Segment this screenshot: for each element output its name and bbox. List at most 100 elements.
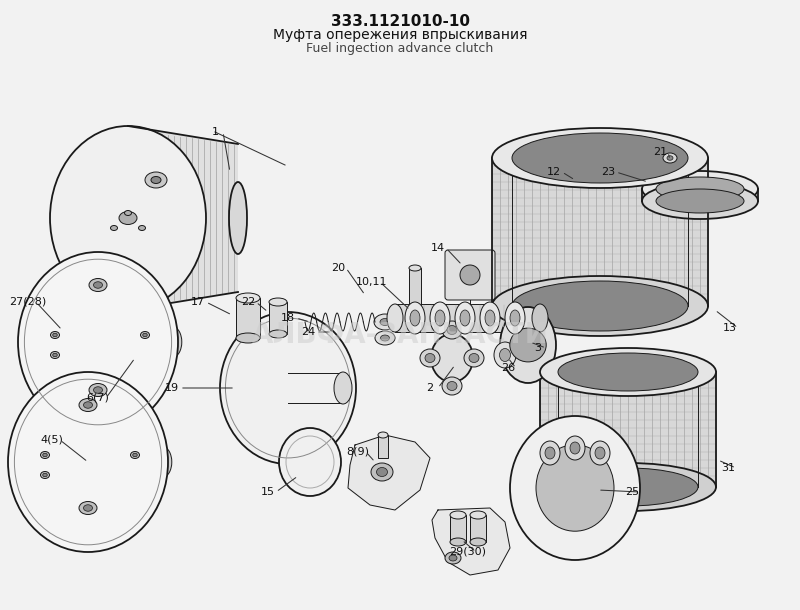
- Ellipse shape: [50, 331, 59, 339]
- Ellipse shape: [130, 451, 139, 459]
- Ellipse shape: [450, 511, 466, 519]
- Ellipse shape: [138, 226, 146, 231]
- Ellipse shape: [103, 265, 113, 271]
- Ellipse shape: [447, 326, 457, 334]
- Text: 14: 14: [431, 243, 445, 253]
- Ellipse shape: [425, 354, 435, 362]
- Polygon shape: [378, 435, 388, 458]
- Ellipse shape: [387, 304, 403, 332]
- Text: 21: 21: [653, 147, 667, 157]
- Text: 23: 23: [601, 167, 615, 177]
- Text: 20: 20: [331, 263, 345, 273]
- Ellipse shape: [145, 172, 167, 188]
- Ellipse shape: [8, 372, 168, 552]
- Ellipse shape: [570, 442, 580, 454]
- Ellipse shape: [381, 335, 390, 341]
- Ellipse shape: [53, 353, 58, 357]
- Ellipse shape: [450, 538, 466, 546]
- Ellipse shape: [469, 354, 479, 362]
- Polygon shape: [540, 372, 716, 487]
- Ellipse shape: [545, 447, 555, 459]
- Ellipse shape: [142, 333, 147, 337]
- Ellipse shape: [485, 310, 495, 326]
- Text: 1: 1: [211, 127, 218, 137]
- Ellipse shape: [83, 504, 93, 511]
- Ellipse shape: [470, 511, 486, 519]
- Ellipse shape: [110, 226, 118, 231]
- Ellipse shape: [449, 555, 457, 561]
- Ellipse shape: [269, 298, 287, 306]
- Ellipse shape: [505, 302, 525, 334]
- Text: 29(30): 29(30): [450, 547, 486, 557]
- Text: 27(28): 27(28): [10, 297, 46, 307]
- Ellipse shape: [375, 331, 395, 345]
- Ellipse shape: [151, 176, 161, 184]
- Ellipse shape: [492, 276, 708, 336]
- Polygon shape: [409, 268, 421, 312]
- Ellipse shape: [42, 453, 47, 457]
- Ellipse shape: [236, 293, 260, 303]
- FancyBboxPatch shape: [445, 250, 495, 300]
- Text: 3: 3: [534, 343, 542, 353]
- Text: 12: 12: [547, 167, 561, 177]
- Ellipse shape: [464, 349, 484, 367]
- Ellipse shape: [50, 126, 206, 310]
- Ellipse shape: [83, 402, 93, 408]
- Text: 15: 15: [261, 487, 275, 497]
- Text: АЛЬФА-ЗАПЧАСТИ: АЛЬФА-ЗАПЧАСТИ: [251, 321, 549, 349]
- Ellipse shape: [595, 447, 605, 459]
- Ellipse shape: [125, 210, 131, 215]
- Ellipse shape: [420, 349, 440, 367]
- Text: 22: 22: [241, 297, 255, 307]
- Polygon shape: [88, 447, 163, 477]
- Ellipse shape: [532, 304, 548, 332]
- Polygon shape: [236, 298, 260, 338]
- Ellipse shape: [334, 372, 352, 404]
- Ellipse shape: [279, 428, 341, 496]
- Ellipse shape: [98, 261, 118, 275]
- Text: 4(5): 4(5): [41, 435, 63, 445]
- Ellipse shape: [154, 447, 172, 477]
- Ellipse shape: [470, 538, 486, 546]
- Ellipse shape: [94, 387, 102, 393]
- Ellipse shape: [378, 432, 388, 438]
- Ellipse shape: [590, 441, 610, 465]
- Ellipse shape: [642, 171, 758, 207]
- Polygon shape: [470, 515, 486, 542]
- Ellipse shape: [500, 307, 556, 383]
- Text: 333.1121010-10: 333.1121010-10: [330, 14, 470, 29]
- Polygon shape: [348, 435, 430, 510]
- Ellipse shape: [510, 416, 640, 560]
- Ellipse shape: [442, 321, 462, 339]
- Text: Fuel ingection advance clutch: Fuel ingection advance clutch: [306, 42, 494, 55]
- Ellipse shape: [512, 133, 688, 183]
- Ellipse shape: [431, 334, 473, 382]
- Text: 2: 2: [426, 383, 434, 393]
- Polygon shape: [666, 153, 674, 163]
- Text: 18: 18: [281, 313, 295, 323]
- Ellipse shape: [41, 451, 50, 459]
- Ellipse shape: [663, 153, 677, 163]
- Polygon shape: [128, 126, 238, 310]
- Ellipse shape: [445, 552, 461, 564]
- Ellipse shape: [430, 302, 450, 334]
- Ellipse shape: [41, 472, 50, 478]
- Ellipse shape: [642, 183, 758, 219]
- Ellipse shape: [377, 467, 387, 476]
- Ellipse shape: [499, 348, 510, 362]
- Ellipse shape: [540, 441, 560, 465]
- Ellipse shape: [460, 310, 470, 326]
- Text: 13: 13: [723, 323, 737, 333]
- Ellipse shape: [374, 314, 396, 330]
- Polygon shape: [642, 189, 758, 201]
- Text: 6(7): 6(7): [86, 393, 110, 403]
- Polygon shape: [269, 302, 287, 334]
- Text: 26: 26: [501, 363, 515, 373]
- Polygon shape: [450, 515, 466, 542]
- Ellipse shape: [540, 463, 716, 511]
- Ellipse shape: [79, 398, 97, 412]
- Ellipse shape: [455, 302, 475, 334]
- Ellipse shape: [656, 189, 744, 213]
- Ellipse shape: [565, 436, 585, 460]
- Text: 31: 31: [721, 463, 735, 473]
